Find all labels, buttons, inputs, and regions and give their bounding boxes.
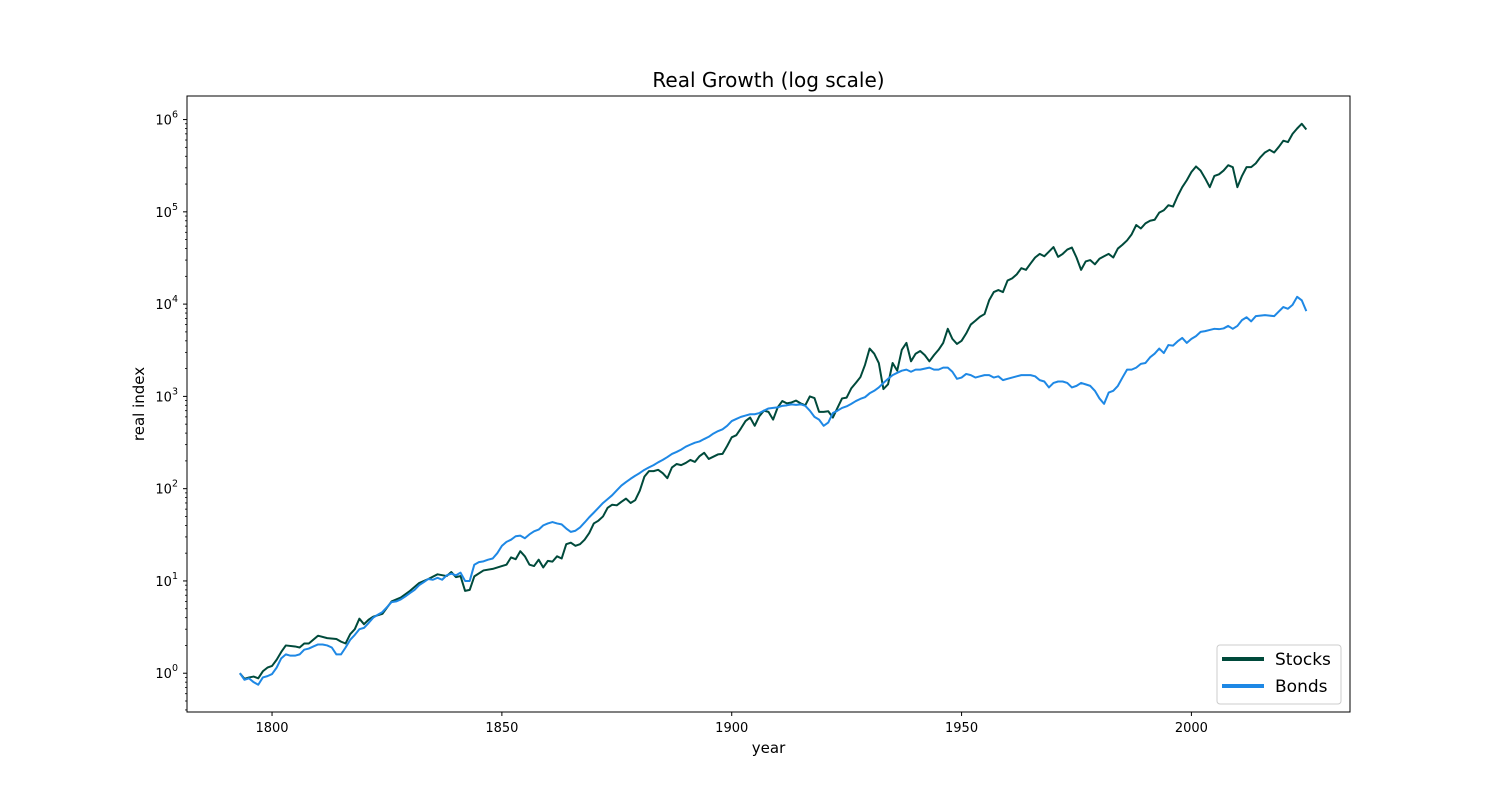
y-tick-exponent: 2 <box>172 479 178 490</box>
y-tick-base: 10 <box>155 667 172 682</box>
series-line-stocks <box>239 122 1308 680</box>
y-tick-label: 104 <box>155 294 178 313</box>
y-tick-label: 101 <box>155 571 178 590</box>
y-tick-label: 100 <box>155 663 178 682</box>
x-axis-label: year <box>752 739 786 757</box>
y-tick-base: 10 <box>155 483 172 498</box>
y-tick-label: 103 <box>155 386 178 405</box>
y-tick-base: 10 <box>155 114 172 129</box>
y-tick-base: 10 <box>155 575 172 590</box>
y-tick-exponent: 0 <box>172 663 178 674</box>
x-tick-label: 1850 <box>485 721 518 736</box>
y-tick-base: 10 <box>155 206 172 221</box>
x-tick-label: 1950 <box>945 721 978 736</box>
axes-frame <box>186 95 1351 713</box>
x-tick-label: 1900 <box>715 721 748 736</box>
y-axis-label: real index <box>130 367 148 441</box>
chart-title: Real Growth (log scale) <box>652 68 884 92</box>
x-tick-label: 2000 <box>1175 721 1208 736</box>
series-layer <box>239 122 1308 686</box>
legend: Stocks Bonds <box>1216 644 1342 705</box>
y-tick-exponent: 3 <box>172 386 178 397</box>
y-tick-exponent: 4 <box>172 294 178 305</box>
x-tick-label: 1800 <box>255 721 288 736</box>
legend-label-bonds: Bonds <box>1275 677 1328 697</box>
legend-label-stocks: Stocks <box>1275 650 1331 670</box>
y-tick-base: 10 <box>155 298 172 313</box>
y-tick-exponent: 1 <box>172 571 178 582</box>
y-tick-exponent: 6 <box>172 110 178 121</box>
y-tick-label: 105 <box>155 202 178 221</box>
series-line-bonds <box>239 295 1308 686</box>
x-axis: 1800 1850 1900 1950 2000 <box>255 712 1208 736</box>
y-tick-label: 106 <box>155 110 178 129</box>
y-tick-exponent: 5 <box>172 202 178 213</box>
y-tick-label: 102 <box>155 479 178 498</box>
y-tick-base: 10 <box>155 390 172 405</box>
